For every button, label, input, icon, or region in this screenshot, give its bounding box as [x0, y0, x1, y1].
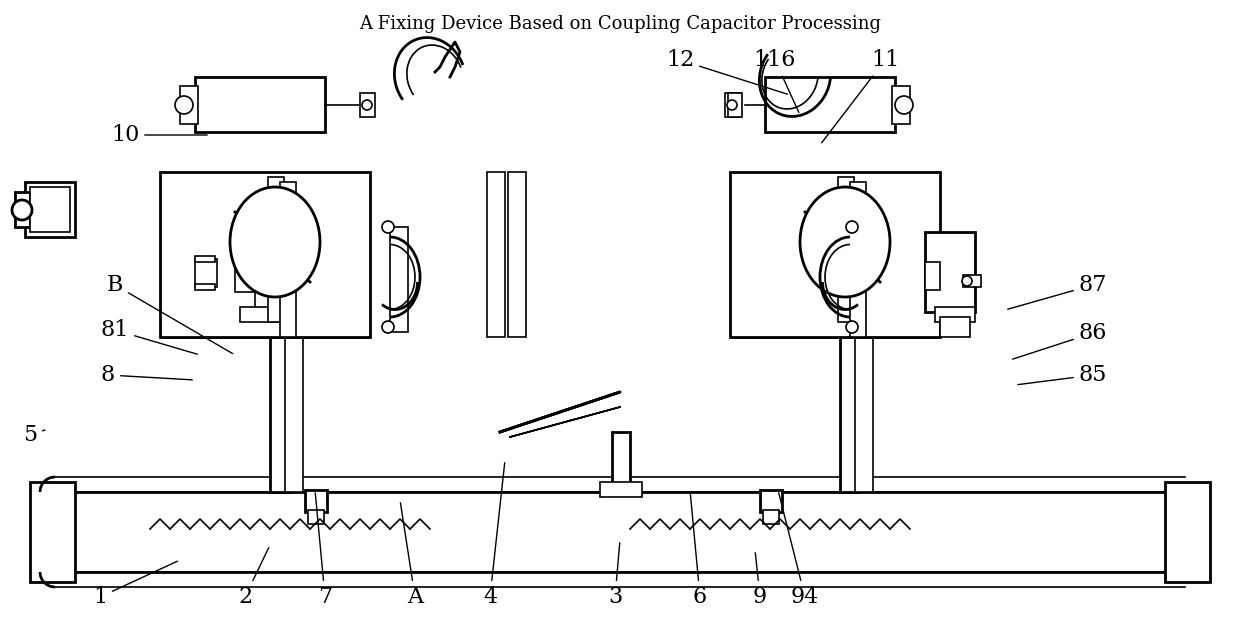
Circle shape	[727, 100, 737, 110]
Bar	[892, 86, 910, 124]
Text: 7: 7	[315, 493, 332, 608]
Text: 6: 6	[691, 493, 707, 608]
Circle shape	[962, 276, 972, 286]
Bar	[487, 172, 505, 337]
Circle shape	[175, 96, 193, 114]
Circle shape	[382, 221, 394, 233]
Text: 9: 9	[753, 553, 768, 608]
Text: 8: 8	[100, 364, 192, 386]
Text: 3: 3	[608, 543, 622, 608]
Ellipse shape	[800, 187, 890, 297]
Text: 1: 1	[93, 561, 177, 608]
Bar	[55, 534, 1185, 552]
Bar	[838, 177, 854, 322]
Bar	[760, 490, 782, 512]
Text: A Fixing Device Based on Coupling Capacitor Processing: A Fixing Device Based on Coupling Capaci…	[360, 15, 880, 33]
Text: 81: 81	[100, 319, 197, 354]
Text: 87: 87	[1008, 274, 1107, 309]
Text: 86: 86	[1013, 322, 1107, 359]
Bar	[308, 510, 324, 524]
Bar	[856, 332, 873, 492]
Bar	[925, 262, 940, 290]
Bar	[849, 182, 866, 337]
Circle shape	[895, 96, 913, 114]
Circle shape	[846, 221, 858, 233]
Text: 10: 10	[110, 124, 207, 146]
Bar	[195, 259, 217, 287]
Bar	[305, 490, 327, 512]
Bar	[935, 307, 975, 322]
Bar	[839, 332, 858, 492]
Bar	[763, 510, 779, 524]
Bar	[270, 332, 288, 492]
Bar	[255, 287, 285, 312]
Circle shape	[846, 321, 858, 333]
Bar	[160, 172, 370, 337]
Bar	[285, 332, 303, 492]
Bar	[15, 192, 30, 227]
Bar	[730, 172, 940, 337]
Text: 4: 4	[482, 463, 505, 608]
Bar	[40, 492, 64, 572]
Text: 5: 5	[22, 424, 45, 446]
Bar	[268, 177, 284, 322]
Text: A: A	[401, 502, 423, 608]
Bar	[925, 232, 975, 312]
Bar	[236, 222, 280, 292]
Circle shape	[362, 100, 372, 110]
Bar	[360, 93, 374, 117]
Text: 94: 94	[779, 493, 820, 608]
Bar	[1176, 492, 1200, 572]
Bar	[613, 432, 630, 492]
Text: 85: 85	[1018, 364, 1107, 386]
Circle shape	[382, 321, 394, 333]
Bar	[241, 307, 290, 322]
Text: B: B	[107, 274, 233, 353]
Bar	[30, 187, 69, 232]
Bar	[600, 482, 642, 497]
Bar	[728, 93, 742, 117]
Bar	[195, 77, 325, 132]
Bar	[508, 172, 526, 337]
Text: 12: 12	[666, 49, 787, 94]
Bar	[1166, 482, 1210, 582]
Bar	[940, 317, 970, 337]
Text: 11: 11	[822, 49, 899, 143]
Bar	[55, 520, 1185, 532]
Bar	[165, 322, 365, 337]
Text: 2: 2	[238, 547, 269, 608]
Bar	[195, 284, 215, 290]
Bar	[280, 182, 296, 337]
Bar	[180, 86, 198, 124]
Bar	[195, 256, 215, 262]
Bar	[725, 93, 740, 117]
Bar	[765, 77, 895, 132]
Bar	[963, 275, 981, 287]
Bar	[735, 322, 935, 337]
Circle shape	[12, 200, 32, 220]
Bar	[30, 482, 74, 582]
Bar	[55, 492, 1185, 572]
Text: 116: 116	[754, 49, 799, 112]
Bar	[25, 182, 74, 237]
Bar	[391, 227, 408, 332]
Ellipse shape	[229, 187, 320, 297]
